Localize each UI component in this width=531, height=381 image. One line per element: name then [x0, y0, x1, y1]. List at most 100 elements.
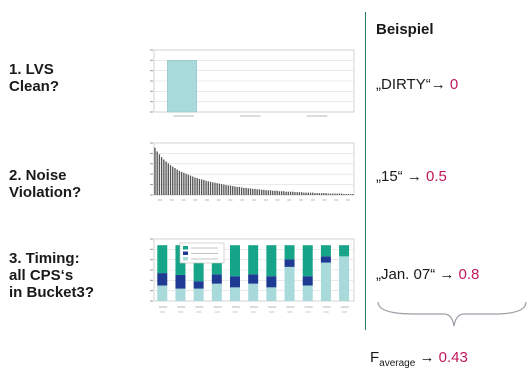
bar — [336, 193, 338, 195]
bar — [234, 186, 236, 195]
legend-swatch — [183, 251, 188, 255]
bar — [280, 191, 283, 195]
bar-segment — [230, 276, 240, 288]
bar-segment — [157, 273, 168, 286]
bar-segment — [230, 245, 240, 277]
bar-segment — [284, 266, 295, 301]
bar — [212, 182, 214, 195]
bar — [165, 161, 167, 195]
bar — [229, 185, 232, 195]
divider-line — [365, 12, 366, 330]
bar — [167, 60, 197, 113]
lvs-chart — [150, 49, 355, 117]
bar-segment — [320, 245, 331, 257]
plot-area — [153, 142, 355, 196]
bar — [245, 187, 247, 195]
bar — [154, 147, 156, 195]
bar — [276, 190, 278, 195]
bar-segment — [248, 245, 259, 275]
bar — [260, 189, 263, 195]
bar — [205, 180, 207, 195]
bar — [163, 159, 165, 195]
bar — [223, 184, 225, 195]
bar — [169, 165, 172, 195]
bar — [352, 194, 354, 195]
bar — [296, 192, 298, 195]
bar — [158, 154, 161, 195]
bar — [320, 193, 323, 195]
bar-segment — [211, 283, 222, 301]
f-subscript: average — [379, 358, 416, 369]
bar-segment — [320, 262, 331, 301]
bar-segment — [175, 274, 186, 289]
example-lvs-text: „DIRTY“ — [376, 76, 431, 93]
example-noise-text: „15“ — [376, 168, 403, 185]
bar — [187, 174, 189, 195]
bar — [267, 190, 269, 195]
bar — [249, 188, 252, 195]
bar — [278, 191, 281, 195]
question-lvs-clean: 1. LVS Clean? — [9, 61, 60, 95]
bar — [180, 171, 183, 195]
bar — [189, 175, 192, 195]
bar — [334, 193, 336, 195]
bar — [220, 184, 223, 195]
bar — [349, 194, 352, 195]
bar-segment — [284, 245, 295, 260]
bar-segment — [302, 276, 313, 286]
bar — [174, 168, 176, 195]
bar — [289, 191, 292, 195]
bar — [292, 191, 294, 195]
bar-segment — [266, 287, 277, 301]
bar — [325, 193, 327, 195]
bar — [236, 186, 238, 195]
bar — [203, 179, 205, 195]
bar-segment — [339, 256, 350, 301]
bar — [252, 188, 254, 195]
bar-segment — [230, 287, 240, 301]
bar — [216, 183, 218, 195]
example-timing-value: 0.8 — [458, 266, 480, 283]
f-average-result: Faverage → 0.43 — [370, 349, 468, 369]
bar-segment — [157, 285, 168, 301]
bar — [332, 193, 334, 195]
bar — [160, 157, 163, 195]
example-timing-text: „Jan. 07“ — [376, 266, 436, 283]
bar — [265, 190, 267, 195]
bar — [338, 193, 341, 195]
bar — [207, 181, 209, 195]
bar — [318, 193, 321, 195]
bar-segment — [284, 259, 295, 267]
bar — [176, 169, 178, 195]
bar — [303, 192, 305, 195]
example-timing: „Jan. 07“ → 0.8 — [376, 266, 479, 283]
example-noise-value: 0.5 — [426, 168, 447, 185]
bar — [305, 192, 307, 195]
bar — [225, 185, 227, 195]
bar — [247, 188, 249, 195]
bar-segment — [302, 245, 313, 277]
bar — [329, 193, 332, 195]
example-noise: „15“ → 0.5 — [376, 168, 447, 185]
bar — [196, 177, 198, 195]
arrow: → — [439, 266, 455, 283]
bar — [300, 192, 303, 195]
bar — [183, 172, 185, 195]
bar — [327, 193, 329, 195]
bar-segment — [266, 245, 277, 277]
bar-segment — [248, 274, 259, 284]
bar — [287, 191, 289, 195]
bar — [243, 187, 245, 195]
bar — [274, 190, 276, 195]
bar — [323, 193, 325, 195]
bar — [258, 189, 261, 195]
bar — [240, 187, 243, 195]
bar — [178, 170, 181, 195]
question-noise-violation: 2. Noise Violation? — [9, 167, 82, 201]
bar-segment — [320, 256, 331, 263]
bar-segment — [339, 245, 350, 257]
bar — [294, 192, 296, 195]
timing-chart — [150, 238, 355, 313]
bar — [307, 192, 309, 195]
